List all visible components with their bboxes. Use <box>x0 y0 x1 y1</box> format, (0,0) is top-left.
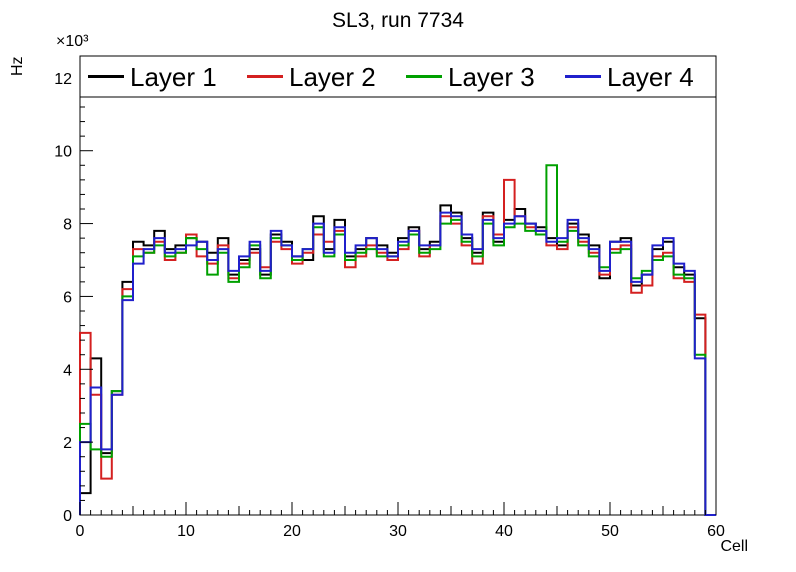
y-axis-multiplier: ×10³ <box>56 33 89 50</box>
legend-group: Layer 1 Layer 2 Layer 3 Layer 4 <box>79 55 717 98</box>
x-tick-label: 0 <box>76 523 85 540</box>
series-line-layer-4 <box>79 211 716 516</box>
x-tick-label: 60 <box>707 523 725 540</box>
x-tick-label: 20 <box>283 523 301 540</box>
series-line-layer-2 <box>79 178 716 516</box>
y-axis-label: Hz <box>9 56 26 76</box>
legend-label-layer-4: Layer 4 <box>607 62 694 92</box>
legend-label-layer-1: Layer 1 <box>130 62 217 92</box>
x-tick-label: 50 <box>601 523 619 540</box>
x-axis-label: Cell <box>720 538 748 555</box>
x-tick-label: 10 <box>177 523 195 540</box>
y-tick-label: 0 <box>63 508 72 525</box>
legend-label-layer-2: Layer 2 <box>289 62 376 92</box>
x-tick-label: 30 <box>389 523 407 540</box>
series-line-layer-3 <box>79 164 716 516</box>
y-tick-label: 10 <box>54 144 72 161</box>
y-tick-label: 8 <box>63 217 72 234</box>
legend-label-layer-3: Layer 3 <box>448 62 535 92</box>
y-tick-label: 4 <box>63 362 72 379</box>
ticks-group: 0 10 20 30 40 50 60 0 2 4 6 8 10 12 <box>54 62 725 540</box>
series-group <box>79 164 716 516</box>
y-tick-label: 12 <box>54 71 72 88</box>
y-tick-label: 6 <box>63 289 72 306</box>
plot-frame <box>79 55 717 516</box>
x-tick-label: 40 <box>495 523 513 540</box>
plot-title: SL3, run 7734 <box>332 9 464 32</box>
plot-frame-group <box>79 55 717 516</box>
y-tick-label: 2 <box>63 435 72 452</box>
legend-box <box>79 55 717 98</box>
